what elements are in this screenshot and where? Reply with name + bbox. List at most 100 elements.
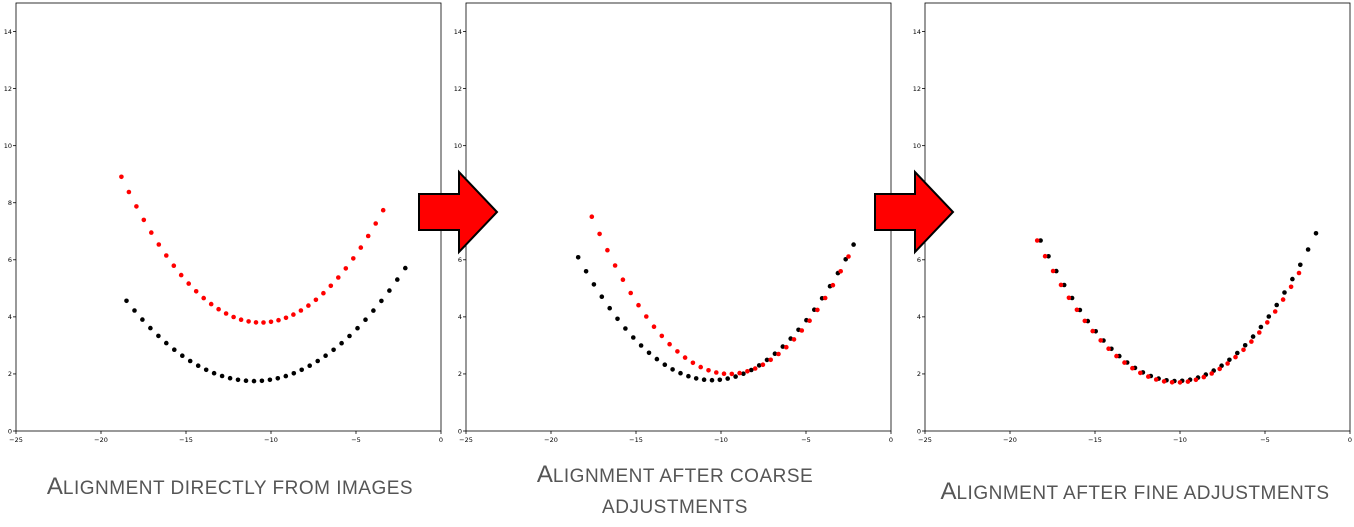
series-2-point — [620, 277, 626, 283]
series-1-point — [299, 367, 305, 373]
series-2-point — [313, 297, 319, 303]
series-2-point — [321, 290, 326, 296]
series-2-point — [141, 217, 147, 223]
series-1-point — [211, 370, 217, 376]
series-2-point — [1098, 338, 1103, 343]
series-1-point — [599, 294, 605, 300]
series-1-point — [764, 357, 770, 363]
series-1-point — [607, 305, 612, 311]
y-tick-label: 14 — [913, 28, 921, 36]
series-2-point — [328, 283, 334, 289]
series-2-point — [231, 314, 236, 320]
series-2-point — [365, 233, 371, 239]
series-1-point — [331, 347, 336, 353]
series-2-point — [1066, 295, 1072, 301]
series-2-point — [1225, 361, 1230, 366]
series-2-point — [636, 302, 641, 308]
y-tick-label: 12 — [454, 85, 462, 93]
series-2-point — [1042, 253, 1048, 259]
y-tick-label: 4 — [458, 313, 462, 321]
x-tick-label: 0 — [889, 436, 893, 444]
x-tick-label: −10 — [264, 436, 278, 444]
series-2-point — [690, 360, 696, 366]
x-tick-label: −25 — [918, 436, 932, 444]
series-2-point — [721, 371, 727, 377]
series-2-point — [306, 303, 311, 308]
series-2-point — [1272, 309, 1278, 314]
series-2-point — [784, 344, 789, 350]
series-1-point — [187, 358, 193, 364]
series-2-point — [1241, 347, 1246, 353]
series-1-point — [371, 308, 376, 313]
series-2-point — [1233, 354, 1238, 360]
caption-3-text: lignment after fine adjustments — [956, 483, 1330, 504]
y-tick-label: 10 — [913, 142, 921, 150]
y-tick-label: 0 — [458, 427, 462, 435]
series-2-point — [1090, 328, 1095, 334]
series-1-point — [355, 325, 360, 331]
caption-2-text: lignment after coarse — [552, 466, 814, 487]
series-2-point — [589, 214, 595, 219]
series-2-point — [208, 301, 214, 307]
x-tick-label: −5 — [1260, 436, 1270, 444]
series-1-point — [851, 242, 856, 247]
series-2-point — [223, 311, 229, 316]
series-1-point — [275, 376, 281, 381]
series-2-point — [1058, 282, 1064, 288]
series-2-point — [1193, 377, 1199, 383]
y-tick-label: 8 — [8, 199, 12, 207]
series-1-point — [1313, 231, 1319, 236]
series-1-point — [395, 277, 400, 282]
series-2-point — [605, 247, 610, 253]
series-2-point — [1050, 268, 1056, 274]
y-tick-label: 2 — [917, 370, 921, 378]
series-2-point — [651, 324, 657, 330]
series-2-point — [698, 364, 703, 370]
series-2-point — [1209, 371, 1214, 376]
series-2-point — [126, 189, 132, 195]
series-1-point — [124, 298, 129, 304]
series-1-point — [670, 367, 675, 372]
series-2-point — [336, 275, 341, 280]
y-tick-label: 10 — [454, 142, 462, 150]
x-tick-label: −5 — [351, 436, 361, 444]
x-tick-label: 0 — [439, 436, 443, 444]
series-2-point — [164, 253, 169, 258]
series-2-point — [351, 256, 356, 261]
series-1-point — [195, 363, 201, 369]
series-2-point — [745, 369, 750, 374]
series-2-point — [178, 272, 184, 278]
x-tick-label: −20 — [1003, 436, 1017, 444]
series-2-point — [343, 266, 349, 271]
series-2-point — [1257, 330, 1262, 335]
series-1-point — [1054, 268, 1059, 274]
series-1-point — [1061, 282, 1067, 288]
y-tick-label: 2 — [8, 370, 12, 378]
series-1-point — [267, 377, 273, 383]
series-2-point — [283, 315, 289, 321]
series-2-point — [1249, 339, 1254, 344]
series-2-point — [675, 349, 680, 354]
series-2-point — [1177, 380, 1183, 385]
series-1-point — [227, 375, 233, 381]
series-2-point — [246, 319, 251, 324]
series-1-point — [1250, 334, 1256, 339]
chart-1: −25 −20 −15 −10 −5 0 0 2 4 6 8 10 12 14 — [4, 2, 443, 444]
y-tick-label: 14 — [454, 28, 462, 36]
series-1-point — [1258, 324, 1264, 330]
plot-frame — [15, 2, 442, 432]
series-2-point — [597, 231, 602, 237]
caption-2: Alignment after coarse adjustments — [470, 460, 880, 524]
series-2-point — [1161, 379, 1167, 384]
series-2-point — [768, 357, 773, 363]
series-1-point — [756, 363, 762, 368]
series-1-point — [219, 373, 225, 379]
series-2-point — [1130, 365, 1135, 371]
series-2-point — [1138, 370, 1143, 376]
series-1-point — [591, 282, 597, 287]
series-2-point — [667, 341, 672, 347]
series-1-point — [623, 326, 628, 331]
series-2-point — [830, 282, 836, 288]
